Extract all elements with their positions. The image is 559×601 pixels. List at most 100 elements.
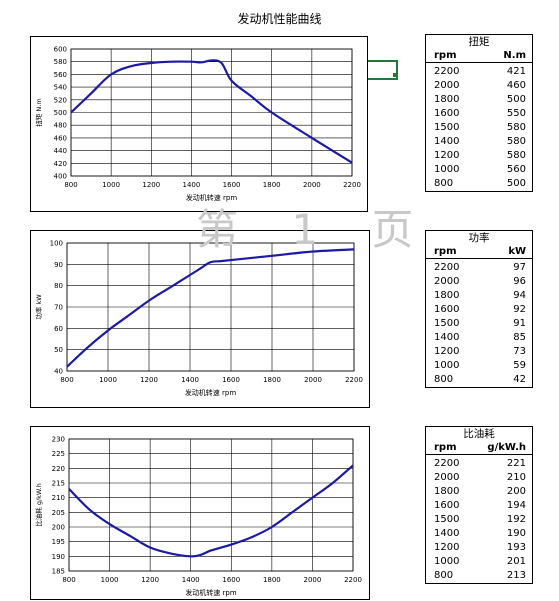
- rpm-cell: 1400: [434, 332, 460, 343]
- rpm-cell: 1800: [434, 94, 460, 105]
- table-row: 800 42: [426, 373, 532, 387]
- x-tick-label: 1600: [222, 576, 240, 584]
- value-cell: 550: [506, 108, 526, 119]
- power-table: 功率 rpm kW 2200 97 2000 96 1800 94 1600 92 1500 91…: [425, 230, 533, 388]
- fuel-consumption-chart: 800 1000 1200 1400 1600 1800 2000 2200 185 190 195…: [30, 426, 370, 600]
- rpm-cell: 800: [434, 570, 454, 581]
- column-header-unit: g/kW.h: [487, 442, 526, 453]
- table-row: 1200 193: [426, 541, 532, 555]
- value-cell: 193: [506, 542, 526, 553]
- torque-table: 扭矩 rpm N.m 2200 421 2000 460 1800 500 1600 550 1…: [425, 34, 533, 192]
- power-chart: 800 1000 1200 1400 1600 1800 2000 2200 40 50 60 70 8…: [30, 230, 370, 408]
- rpm-cell: 2200: [434, 458, 460, 469]
- y-tick-label: 80: [54, 282, 63, 290]
- y-tick-label: 185: [52, 568, 65, 576]
- y-tick-label: 480: [54, 122, 67, 130]
- table-row: 1400 85: [426, 331, 532, 345]
- connector-handle[interactable]: [393, 73, 397, 77]
- connector-line: [368, 60, 398, 80]
- table-row: 2200 221: [426, 457, 532, 471]
- table-row: 800 500: [426, 177, 532, 191]
- x-tick-label: 1600: [223, 181, 241, 189]
- rpm-cell: 1200: [434, 346, 460, 357]
- value-cell: 500: [506, 178, 526, 189]
- rpm-cell: 1400: [434, 528, 460, 539]
- x-tick-label: 1200: [142, 181, 160, 189]
- value-cell: 580: [506, 122, 526, 133]
- x-tick-label: 800: [60, 376, 73, 384]
- table-row: 1600 92: [426, 303, 532, 317]
- table-row: 1800 500: [426, 93, 532, 107]
- x-axis-label: 发动机转速 rpm: [185, 388, 237, 397]
- x-tick-label: 800: [64, 181, 77, 189]
- rpm-cell: 1800: [434, 290, 460, 301]
- value-cell: 92: [513, 304, 526, 315]
- x-tick-label: 2000: [304, 576, 322, 584]
- rpm-cell: 2200: [434, 262, 460, 273]
- table-row: 2200 421: [426, 65, 532, 79]
- x-tick-label: 1800: [263, 576, 281, 584]
- table-row: 1800 94: [426, 289, 532, 303]
- y-tick-label: 420: [54, 160, 67, 168]
- x-tick-label: 800: [62, 576, 75, 584]
- table-body: 2200 221 2000 210 1800 200 1600 194 1500 192 1400 1…: [426, 454, 532, 583]
- rpm-cell: 1000: [434, 556, 460, 567]
- value-cell: 192: [506, 514, 526, 525]
- y-tick-label: 205: [52, 509, 65, 517]
- table-title: 功率: [468, 232, 490, 244]
- rpm-cell: 2000: [434, 276, 460, 287]
- table-row: 1600 550: [426, 107, 532, 121]
- plot-area-border: [68, 438, 354, 572]
- x-tick-label: 1800: [263, 376, 281, 384]
- x-tick-label: 1400: [182, 576, 200, 584]
- table-row: 1000 201: [426, 555, 532, 569]
- y-tick-label: 580: [54, 58, 67, 66]
- x-tick-label: 2200: [343, 181, 361, 189]
- value-cell: 580: [506, 150, 526, 161]
- table-row: 1200 580: [426, 149, 532, 163]
- x-tick-label: 1000: [99, 376, 117, 384]
- page-watermark: 第 1 页: [196, 205, 434, 254]
- rpm-cell: 1200: [434, 150, 460, 161]
- table-row: 1000 560: [426, 163, 532, 177]
- x-tick-label: 1800: [263, 181, 281, 189]
- fuel-consumption-table: 比油耗 rpm g/kW.h 2200 221 2000 210 1800 200 1600…: [425, 426, 533, 584]
- rpm-cell: 1600: [434, 500, 460, 511]
- table-header: rpm g/kW.h: [426, 441, 532, 454]
- rpm-cell: 2000: [434, 472, 460, 483]
- value-cell: 500: [506, 94, 526, 105]
- table-body: 2200 97 2000 96 1800 94 1600 92 1500 91 1400 85 1200…: [426, 258, 532, 387]
- value-cell: 194: [506, 500, 526, 511]
- x-tick-label: 1400: [181, 376, 199, 384]
- y-tick-label: 220: [52, 465, 65, 473]
- table-row: 1500 91: [426, 317, 532, 331]
- y-tick-label: 440: [54, 147, 67, 155]
- rpm-cell: 1800: [434, 486, 460, 497]
- y-tick-label: 225: [52, 450, 65, 458]
- y-tick-label: 400: [54, 173, 67, 181]
- y-tick-label: 600: [54, 46, 67, 54]
- table-row: 2200 97: [426, 261, 532, 275]
- value-cell: 91: [513, 318, 526, 329]
- x-tick-label: 1200: [140, 376, 158, 384]
- y-tick-label: 520: [54, 96, 67, 104]
- y-axis-label: 比油耗 g/kW.h: [34, 483, 43, 527]
- y-tick-label: 500: [54, 109, 67, 117]
- table-row: 800 213: [426, 569, 532, 583]
- y-tick-label: 90: [54, 261, 63, 269]
- value-cell: 213: [506, 570, 526, 581]
- column-header-rpm: rpm: [434, 442, 457, 453]
- rpm-cell: 1600: [434, 304, 460, 315]
- y-axis-label: 功率 kW: [34, 294, 43, 320]
- value-cell: 59: [513, 360, 526, 371]
- y-tick-label: 195: [52, 538, 65, 546]
- series-line: [68, 464, 354, 558]
- value-cell: 94: [513, 290, 526, 301]
- table-row: 1400 190: [426, 527, 532, 541]
- x-axis-label: 发动机转速 rpm: [186, 193, 238, 202]
- y-tick-label: 60: [54, 325, 63, 333]
- value-cell: 73: [513, 346, 526, 357]
- torque-chart: 800 1000 1200 1400 1600 1800 2000 2200 400 420 440…: [30, 36, 368, 212]
- column-header-rpm: rpm: [434, 246, 457, 257]
- y-tick-label: 50: [54, 346, 63, 354]
